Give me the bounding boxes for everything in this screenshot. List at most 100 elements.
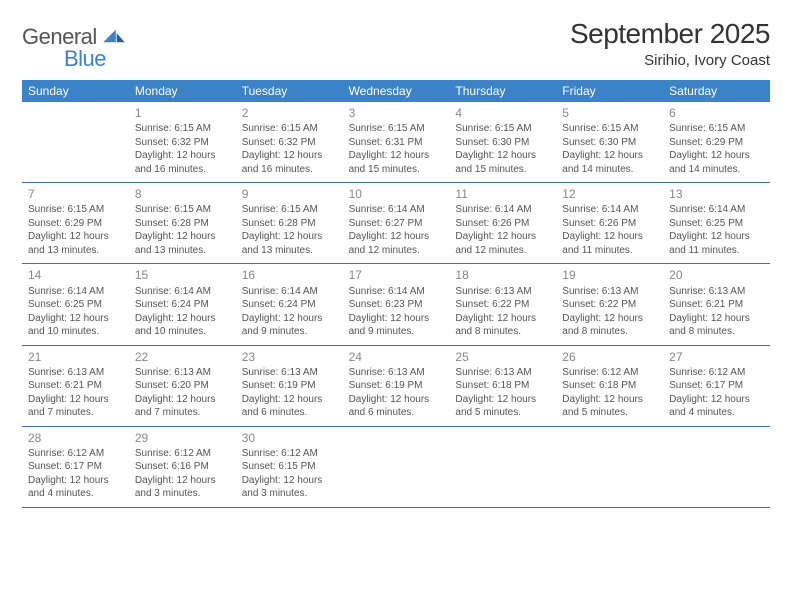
day-number: 11 [455, 186, 550, 202]
sunset-line: Sunset: 6:29 PM [669, 136, 764, 150]
day-cell: 25Sunrise: 6:13 AMSunset: 6:18 PMDayligh… [449, 346, 556, 426]
sunrise-line: Sunrise: 6:12 AM [562, 366, 657, 380]
sunrise-line: Sunrise: 6:15 AM [455, 122, 550, 136]
day-number: 25 [455, 349, 550, 365]
sunrise-line: Sunrise: 6:13 AM [455, 366, 550, 380]
calendar: SundayMondayTuesdayWednesdayThursdayFrid… [22, 80, 770, 508]
sunset-line: Sunset: 6:27 PM [349, 217, 444, 231]
daylight-line-2: and 11 minutes. [669, 244, 764, 258]
day-number: 20 [669, 267, 764, 283]
weekday-monday: Monday [129, 80, 236, 102]
daylight-line-2: and 5 minutes. [562, 406, 657, 420]
daylight-line-1: Daylight: 12 hours [455, 149, 550, 163]
daylight-line-1: Daylight: 12 hours [562, 149, 657, 163]
day-cell: 1Sunrise: 6:15 AMSunset: 6:32 PMDaylight… [129, 102, 236, 182]
day-cell: 26Sunrise: 6:12 AMSunset: 6:18 PMDayligh… [556, 346, 663, 426]
day-cell: 17Sunrise: 6:14 AMSunset: 6:23 PMDayligh… [343, 264, 450, 344]
daylight-line-1: Daylight: 12 hours [242, 393, 337, 407]
sunrise-line: Sunrise: 6:13 AM [455, 285, 550, 299]
day-number: 18 [455, 267, 550, 283]
day-number: 24 [349, 349, 444, 365]
daylight-line-1: Daylight: 12 hours [242, 230, 337, 244]
day-number: 6 [669, 105, 764, 121]
daylight-line-2: and 13 minutes. [242, 244, 337, 258]
sunset-line: Sunset: 6:25 PM [669, 217, 764, 231]
sunset-line: Sunset: 6:22 PM [562, 298, 657, 312]
daylight-line-2: and 10 minutes. [135, 325, 230, 339]
day-number: 7 [28, 186, 123, 202]
daylight-line-1: Daylight: 12 hours [242, 312, 337, 326]
day-number: 5 [562, 105, 657, 121]
sunset-line: Sunset: 6:17 PM [669, 379, 764, 393]
daylight-line-1: Daylight: 12 hours [455, 312, 550, 326]
sunrise-line: Sunrise: 6:15 AM [28, 203, 123, 217]
page-title: September 2025 [570, 18, 770, 50]
daylight-line-2: and 15 minutes. [455, 163, 550, 177]
daylight-line-1: Daylight: 12 hours [455, 393, 550, 407]
week-row: 21Sunrise: 6:13 AMSunset: 6:21 PMDayligh… [22, 346, 770, 427]
day-cell: 30Sunrise: 6:12 AMSunset: 6:15 PMDayligh… [236, 427, 343, 507]
daylight-line-2: and 12 minutes. [349, 244, 444, 258]
logo-triangle-icon [103, 26, 125, 44]
week-row: 28Sunrise: 6:12 AMSunset: 6:17 PMDayligh… [22, 427, 770, 508]
daylight-line-1: Daylight: 12 hours [349, 149, 444, 163]
daylight-line-2: and 5 minutes. [455, 406, 550, 420]
sunset-line: Sunset: 6:16 PM [135, 460, 230, 474]
daylight-line-2: and 15 minutes. [349, 163, 444, 177]
logo: General Blue [22, 18, 125, 72]
day-cell: 27Sunrise: 6:12 AMSunset: 6:17 PMDayligh… [663, 346, 770, 426]
day-number: 12 [562, 186, 657, 202]
day-cell: 23Sunrise: 6:13 AMSunset: 6:19 PMDayligh… [236, 346, 343, 426]
weekday-sunday: Sunday [22, 80, 129, 102]
day-number: 14 [28, 267, 123, 283]
day-number: 19 [562, 267, 657, 283]
logo-text-block: General Blue [22, 24, 125, 72]
day-cell: 24Sunrise: 6:13 AMSunset: 6:19 PMDayligh… [343, 346, 450, 426]
sunset-line: Sunset: 6:21 PM [669, 298, 764, 312]
day-number: 16 [242, 267, 337, 283]
day-cell: 5Sunrise: 6:15 AMSunset: 6:30 PMDaylight… [556, 102, 663, 182]
day-cell-empty [556, 427, 663, 507]
daylight-line-1: Daylight: 12 hours [242, 149, 337, 163]
daylight-line-2: and 14 minutes. [669, 163, 764, 177]
daylight-line-1: Daylight: 12 hours [242, 474, 337, 488]
day-cell: 3Sunrise: 6:15 AMSunset: 6:31 PMDaylight… [343, 102, 450, 182]
sunrise-line: Sunrise: 6:13 AM [349, 366, 444, 380]
sunrise-line: Sunrise: 6:15 AM [349, 122, 444, 136]
day-number: 4 [455, 105, 550, 121]
day-cell: 28Sunrise: 6:12 AMSunset: 6:17 PMDayligh… [22, 427, 129, 507]
day-number: 22 [135, 349, 230, 365]
sunrise-line: Sunrise: 6:12 AM [669, 366, 764, 380]
daylight-line-1: Daylight: 12 hours [669, 393, 764, 407]
daylight-line-1: Daylight: 12 hours [28, 393, 123, 407]
header: General Blue September 2025 Sirihio, Ivo… [22, 18, 770, 72]
sunrise-line: Sunrise: 6:15 AM [669, 122, 764, 136]
daylight-line-2: and 14 minutes. [562, 163, 657, 177]
sunrise-line: Sunrise: 6:13 AM [135, 366, 230, 380]
day-cell: 20Sunrise: 6:13 AMSunset: 6:21 PMDayligh… [663, 264, 770, 344]
sunset-line: Sunset: 6:28 PM [135, 217, 230, 231]
sunrise-line: Sunrise: 6:15 AM [242, 122, 337, 136]
daylight-line-1: Daylight: 12 hours [28, 312, 123, 326]
sunset-line: Sunset: 6:31 PM [349, 136, 444, 150]
sunset-line: Sunset: 6:25 PM [28, 298, 123, 312]
logo-word-blue: Blue [64, 46, 125, 72]
day-cell: 12Sunrise: 6:14 AMSunset: 6:26 PMDayligh… [556, 183, 663, 263]
day-cell: 4Sunrise: 6:15 AMSunset: 6:30 PMDaylight… [449, 102, 556, 182]
sunset-line: Sunset: 6:22 PM [455, 298, 550, 312]
day-cell-empty [663, 427, 770, 507]
sunrise-line: Sunrise: 6:14 AM [669, 203, 764, 217]
day-cell: 6Sunrise: 6:15 AMSunset: 6:29 PMDaylight… [663, 102, 770, 182]
sunset-line: Sunset: 6:30 PM [562, 136, 657, 150]
day-cell: 10Sunrise: 6:14 AMSunset: 6:27 PMDayligh… [343, 183, 450, 263]
day-cell: 21Sunrise: 6:13 AMSunset: 6:21 PMDayligh… [22, 346, 129, 426]
day-cell: 11Sunrise: 6:14 AMSunset: 6:26 PMDayligh… [449, 183, 556, 263]
daylight-line-2: and 16 minutes. [242, 163, 337, 177]
sunset-line: Sunset: 6:32 PM [242, 136, 337, 150]
sunset-line: Sunset: 6:32 PM [135, 136, 230, 150]
sunrise-line: Sunrise: 6:12 AM [135, 447, 230, 461]
daylight-line-1: Daylight: 12 hours [562, 312, 657, 326]
daylight-line-2: and 12 minutes. [455, 244, 550, 258]
sunrise-line: Sunrise: 6:14 AM [562, 203, 657, 217]
day-number: 2 [242, 105, 337, 121]
